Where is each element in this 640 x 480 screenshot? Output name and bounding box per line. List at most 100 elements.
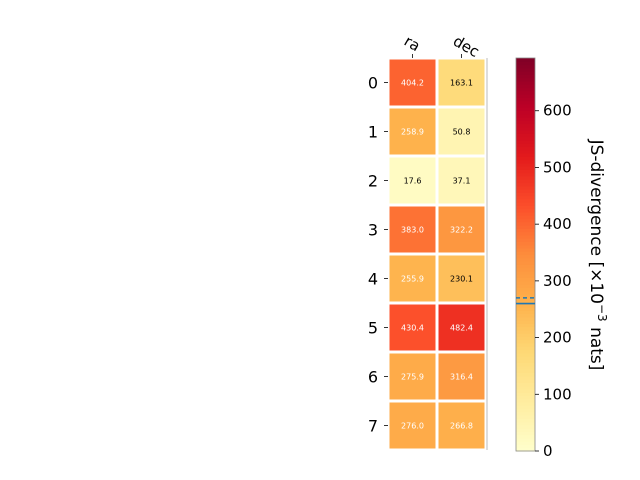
colorbar-segment (516, 349, 535, 354)
cell-value-label: 275.9 (401, 373, 424, 382)
row-label: 1 (368, 123, 378, 142)
colorbar-segment (516, 254, 535, 259)
cell-value-label: 430.4 (401, 324, 424, 333)
cell-value-label: 37.1 (453, 177, 471, 186)
colorbar-segment (516, 205, 535, 210)
colorbar-segment (516, 162, 535, 167)
colorbar-segment (516, 270, 535, 275)
cell-value-label: 383.0 (401, 226, 424, 235)
colorbar-segment (516, 447, 535, 452)
colorbar-segment (516, 146, 535, 151)
colorbar-segment (516, 244, 535, 249)
colorbar-segment (516, 113, 535, 118)
colorbar-segment (516, 342, 535, 347)
colorbar-segment (516, 385, 535, 390)
colorbar-segment (516, 280, 535, 285)
colorbar-segment (516, 71, 535, 75)
colorbar-tick-label: 100 (543, 385, 572, 403)
colorbar-segment (516, 369, 535, 373)
cell-value-label: 482.4 (450, 324, 473, 333)
colorbar-segment (516, 339, 535, 344)
colorbar-segment (516, 441, 535, 446)
colorbar-segment (516, 431, 535, 436)
heatmap-cell (389, 206, 436, 253)
colorbar-segment (516, 110, 535, 115)
colorbar-segment (516, 428, 535, 432)
colorbar-segment (516, 333, 535, 337)
colorbar-segment (516, 195, 535, 200)
colorbar-tick-label: 0 (543, 442, 553, 460)
colorbar-outline (515, 57, 536, 452)
colorbar-segment (516, 362, 535, 367)
colorbar-segment (516, 283, 535, 288)
colorbar-segment (516, 424, 535, 429)
colorbar-segment (516, 202, 535, 206)
colorbar-segment (516, 225, 535, 229)
heatmap-cell (438, 255, 485, 302)
colorbar-segment (516, 264, 535, 269)
heatmap-cell (438, 353, 485, 400)
colorbar-segment (516, 143, 535, 148)
colorbar-segment (516, 257, 535, 262)
colorbar-segment (516, 392, 535, 396)
colorbar-segment (516, 336, 535, 341)
cell-value-label: 17.6 (404, 177, 422, 186)
row-label: 6 (368, 368, 378, 387)
colorbar-segment (516, 87, 535, 92)
heatmap-cell (389, 108, 436, 155)
cell-value-label: 322.2 (450, 226, 473, 235)
colorbar-segment (516, 126, 535, 131)
colorbar-segment (516, 80, 535, 85)
colorbar-segment (516, 215, 535, 220)
colorbar-segment (516, 303, 535, 308)
colorbar-segment (516, 234, 535, 239)
heatmap-cell (438, 402, 485, 449)
colorbar-segment (516, 192, 535, 197)
colorbar-segment (516, 444, 535, 449)
colorbar-segment (516, 61, 535, 66)
colorbar-segment (516, 437, 535, 442)
colorbar-segment (516, 172, 535, 177)
column-labels: ra dec (401, 32, 482, 61)
colorbar-segment (516, 434, 535, 439)
heatmap-cell (438, 108, 485, 155)
colorbar-segment (516, 388, 535, 393)
row-label: 5 (368, 319, 378, 338)
colorbar-segment (516, 238, 535, 242)
heatmap-cell (438, 157, 485, 204)
colorbar-segment (516, 300, 535, 305)
colorbar-segment (516, 218, 535, 223)
column-label: ra (401, 32, 423, 55)
colorbar-segment (516, 359, 535, 364)
colorbar-segment (516, 414, 535, 419)
colorbar-segment (516, 411, 535, 416)
colorbar: 0 100 200 300 400 500 600 (515, 57, 572, 460)
colorbar-segment (516, 67, 535, 72)
cell-value-label: 230.1 (450, 275, 473, 284)
colorbar-segment (516, 189, 535, 193)
cell-value-label: 163.1 (450, 79, 473, 88)
colorbar-segment (516, 365, 535, 370)
colorbar-segment (516, 94, 535, 98)
colorbar-segment (516, 198, 535, 203)
colorbar-segment (516, 130, 535, 134)
colorbar-segment (516, 97, 535, 102)
colorbar-segment (516, 247, 535, 252)
colorbar-label: JS-divergence [×10−3 nats] (586, 139, 609, 371)
colorbar-tick-label: 400 (543, 215, 572, 233)
colorbar-segment (516, 313, 535, 318)
colorbar-segment (516, 372, 535, 377)
colorbar-segment (516, 185, 535, 190)
colorbar-segment (516, 136, 535, 141)
cell-value-label: 266.8 (450, 422, 473, 431)
colorbar-segment (516, 287, 535, 292)
heatmap-cell (389, 157, 436, 204)
heatmap-cells: 404.2 163.1 258.9 50.8 17.6 37.1 383.0 322.2 255… (389, 59, 485, 449)
colorbar-segment (516, 133, 535, 138)
colorbar-segment (516, 418, 535, 423)
colorbar-segment (516, 221, 535, 226)
cell-value-label: 50.8 (453, 128, 471, 137)
colorbar-segment (516, 378, 535, 383)
colorbar-segment (516, 208, 535, 213)
